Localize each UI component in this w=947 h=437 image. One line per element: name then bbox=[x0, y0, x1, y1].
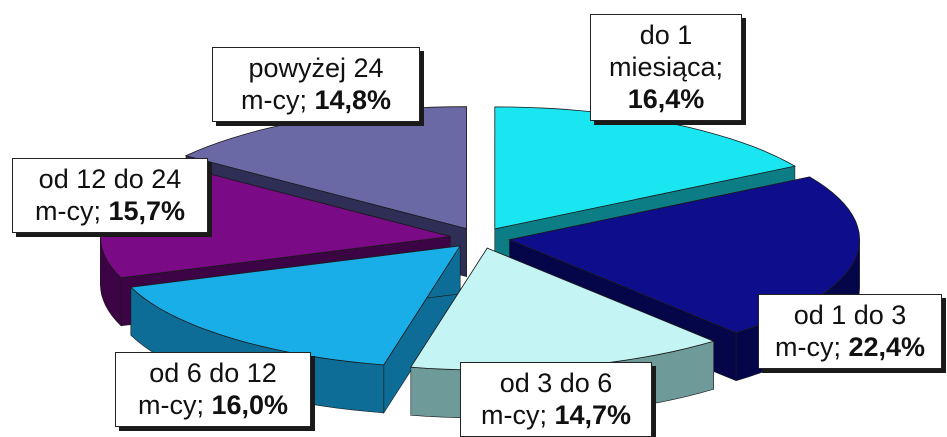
label-od-3-do-6: od 3 do 6 m-cy; 14,7% bbox=[460, 362, 652, 437]
label-od-6-do-12: od 6 do 12 m-cy; 16,0% bbox=[115, 352, 311, 427]
label-od-1-do-3: od 1 do 3 m-cy; 22,4% bbox=[758, 294, 942, 369]
label-powyzej-24: powyżej 24 m-cy; 14,8% bbox=[212, 47, 420, 122]
label-do-1-miesiaca: do 1 miesiąca; 16,4% bbox=[590, 14, 742, 121]
label-od-12-do-24: od 12 do 24 m-cy; 15,7% bbox=[12, 158, 208, 233]
